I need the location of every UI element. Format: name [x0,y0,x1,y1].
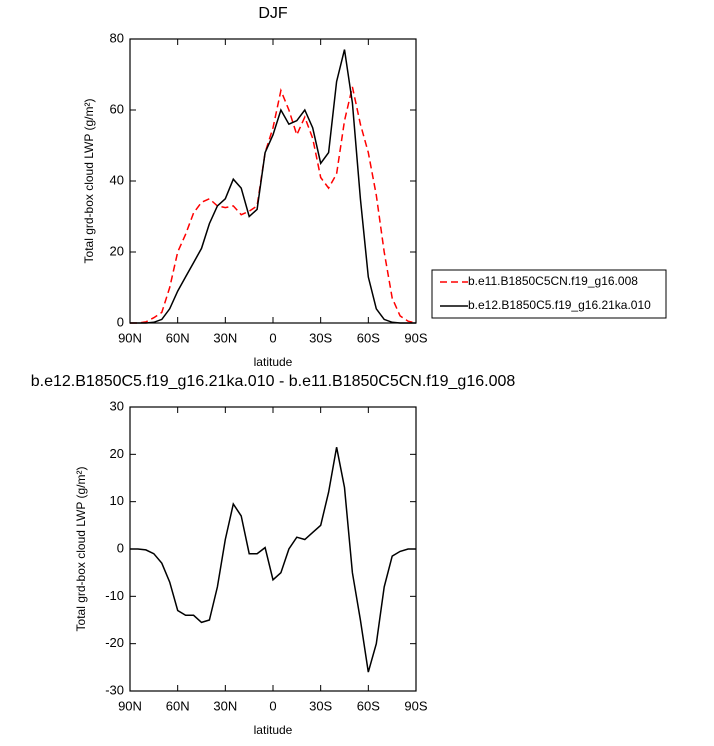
data-line [130,86,417,324]
legend-box [431,269,667,319]
y-axis-label: Total grd-box cloud LWP (g/m²) [82,99,96,264]
y-tick-label: 0 [117,540,124,555]
x-tick-label: 30S [309,330,332,345]
y-tick-label: 30 [110,398,124,413]
y-axis-label: Total grd-box cloud LWP (g/m²) [74,467,88,632]
x-tick-label: 0 [269,698,276,713]
legend-label: b.e12.B1850C5.f19_g16.21ka.010 [468,298,651,312]
y-tick-label: -10 [105,588,124,603]
y-tick-label: 40 [110,172,124,187]
y-tick-label: 0 [117,314,124,329]
y-tick-label: -30 [105,682,124,697]
plot-frame [129,406,417,692]
data-line [130,447,416,673]
x-tick-label: 30S [309,698,332,713]
y-tick-label: -20 [105,635,124,650]
x-tick-label: 30N [213,330,237,345]
plot-frame [129,38,417,324]
chart-title: DJF [258,5,288,22]
x-tick-label: 90N [118,698,142,713]
y-tick-label: 60 [110,101,124,116]
x-tick-label: 60S [357,330,380,345]
data-line [130,49,416,324]
x-tick-label: 90S [404,330,427,345]
y-tick-label: 10 [110,493,124,508]
y-tick-label: 20 [110,243,124,258]
x-axis-label: latitude [254,723,293,737]
x-tick-label: 60N [166,698,190,713]
y-tick-label: 20 [110,446,124,461]
x-tick-label: 90N [118,330,142,345]
x-tick-label: 90S [404,698,427,713]
y-tick-label: 80 [110,30,124,45]
x-tick-label: 0 [269,330,276,345]
x-tick-label: 60S [357,698,380,713]
legend-label: b.e11.B1850C5CN.f19_g16.008 [468,274,638,288]
x-axis-label: latitude [254,355,293,369]
x-tick-label: 60N [166,330,190,345]
x-tick-label: 30N [213,698,237,713]
chart-title: b.e12.B1850C5.f19_g16.21ka.010 - b.e11.B… [31,373,516,390]
